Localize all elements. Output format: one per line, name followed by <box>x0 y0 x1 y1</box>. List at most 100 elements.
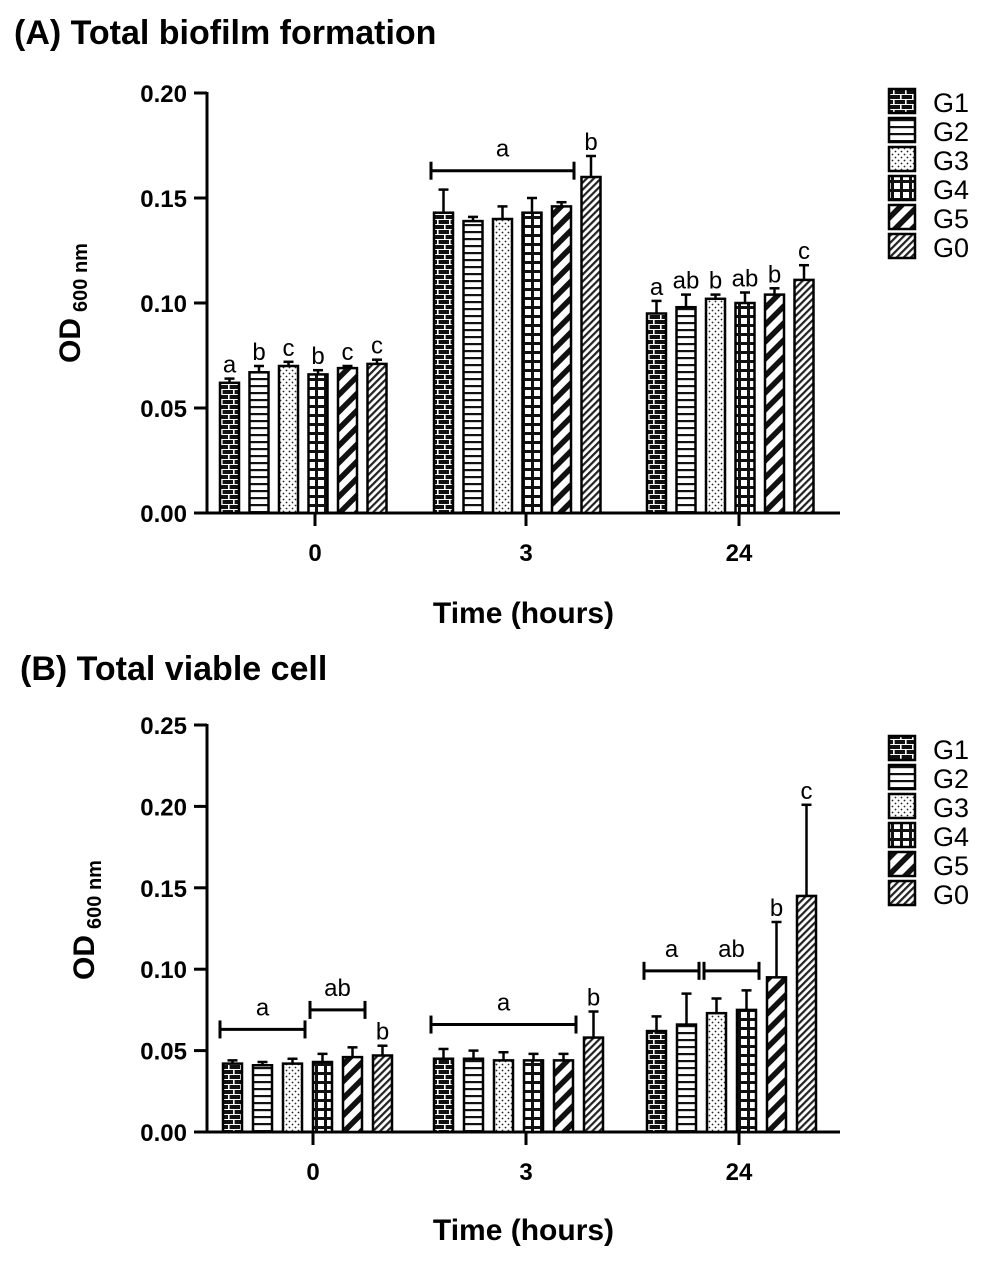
significance-label: a <box>496 136 510 163</box>
x-tick-label: 0 <box>308 540 321 567</box>
legend-label: G2 <box>933 764 969 794</box>
legend-label: G3 <box>933 146 969 176</box>
bar-g0 <box>582 1036 605 1134</box>
chart-panel-b: (B) Total viable cell 0.00 0.05 0.10 0.15 0.… <box>0 640 1000 1272</box>
legend-swatch-g0 <box>887 879 917 907</box>
legend-swatch-g4 <box>887 174 917 202</box>
significance-label: c <box>371 333 383 360</box>
bar-g1 <box>645 1029 668 1134</box>
y-tick-label: 0.05 <box>140 1039 187 1066</box>
legend-swatch-g3 <box>887 145 917 173</box>
y-tick-label: 0.20 <box>140 794 187 821</box>
significance-label: b <box>770 895 783 922</box>
y-tick-label: 0.10 <box>140 291 187 318</box>
legend-label: G0 <box>933 233 969 263</box>
bar-g5 <box>763 293 786 515</box>
bar-g3 <box>281 1062 304 1134</box>
bar-g4 <box>521 211 543 515</box>
y-tick-label: 0.10 <box>140 957 187 984</box>
bar-g0 <box>371 1054 394 1134</box>
x-tick-label: 24 <box>726 540 753 567</box>
y-axis-title: OD600 nm <box>68 860 106 980</box>
legend-label: G5 <box>933 204 969 234</box>
y-tick-label: 0.00 <box>140 1120 187 1147</box>
chart-title: (B) Total viable cell <box>20 650 328 688</box>
bar-g1 <box>218 381 241 515</box>
bar-g5 <box>552 1059 575 1134</box>
bar-g5 <box>341 1055 364 1134</box>
y-tick-label: 0.15 <box>140 876 187 903</box>
significance-label: c <box>798 238 810 265</box>
significance-label: a <box>223 352 237 379</box>
bar-g2 <box>675 1023 698 1134</box>
bar-g2 <box>248 371 270 515</box>
legend-label: G0 <box>933 880 969 910</box>
bar-g4 <box>307 373 329 515</box>
bar-g5 <box>550 205 573 515</box>
significance-label: b <box>311 343 324 370</box>
bar-chart-a: 0.00 0.05 0.10 0.15 0.20 0 3 24 Time (hours) OD60… <box>54 81 969 630</box>
bar-g4 <box>735 1008 758 1134</box>
legend-label: G2 <box>933 117 969 147</box>
legend-label: G5 <box>933 851 969 881</box>
bar-g2 <box>462 219 484 515</box>
bar-g5 <box>336 366 359 515</box>
legend-label: G1 <box>933 88 969 118</box>
significance-label: b <box>584 129 597 156</box>
y-axis-title: OD600 nm <box>54 243 92 363</box>
chart-title: (A) Total biofilm formation <box>14 14 437 52</box>
significance-label: c <box>342 339 354 366</box>
bar-g1 <box>221 1062 244 1134</box>
legend-swatch-g5 <box>887 850 917 878</box>
legend-swatch-g0 <box>887 232 917 260</box>
y-tick-label: 0.00 <box>140 501 187 528</box>
bar-g3 <box>704 297 727 515</box>
x-tick-label: 24 <box>726 1159 753 1186</box>
x-tick-label: 0 <box>306 1159 319 1186</box>
significance-label: ab <box>673 268 700 295</box>
legend-swatch-g3 <box>887 792 917 820</box>
significance-label: c <box>801 778 813 805</box>
y-tick-label: 0.15 <box>140 186 187 213</box>
bar-chart-b: 0.00 0.05 0.10 0.15 0.20 0.25 0 3 24 Time (hours)… <box>68 713 969 1247</box>
x-tick-label: 3 <box>519 1159 532 1186</box>
bar-g4 <box>734 301 756 515</box>
chart-panel-a: (A) Total biofilm formation 0.00 0.05 0.10… <box>14 14 969 630</box>
bar-g4 <box>311 1060 334 1134</box>
bar-g0 <box>580 175 602 515</box>
bar-g3 <box>492 1059 515 1134</box>
bar-g3 <box>277 364 300 515</box>
significance-label: ab <box>324 975 351 1002</box>
legend-swatch-g2 <box>887 116 917 144</box>
legend-label: G3 <box>933 793 969 823</box>
legend-swatch-g1 <box>887 734 917 762</box>
bar-g4 <box>522 1059 545 1134</box>
bar-g1 <box>645 312 668 515</box>
legend-swatch-g4 <box>887 821 917 849</box>
bar-g5 <box>765 976 788 1134</box>
bar-g1 <box>432 211 455 515</box>
significance-label: c <box>283 335 295 362</box>
legend-swatch-g1 <box>887 87 917 115</box>
significance-label: b <box>587 985 600 1012</box>
bar-g3 <box>705 1011 728 1134</box>
x-axis-title: Time (hours) <box>433 597 614 630</box>
significance-label: ab <box>732 266 759 293</box>
legend-swatch-g5 <box>887 203 917 231</box>
x-tick-label: 3 <box>519 540 532 567</box>
significance-label: ab <box>718 936 745 963</box>
bar-g2 <box>462 1057 485 1134</box>
bar-g3 <box>491 217 514 515</box>
bar-g0 <box>793 278 815 515</box>
legend-label: G4 <box>933 822 969 852</box>
significance-label: a <box>665 936 679 963</box>
significance-label: a <box>497 990 511 1017</box>
significance-label: b <box>252 339 265 366</box>
significance-label: b <box>768 261 781 288</box>
bar-g0 <box>795 894 818 1134</box>
legend-swatch-g2 <box>887 763 917 791</box>
bar-g0 <box>366 362 388 515</box>
significance-label: a <box>256 994 270 1021</box>
bar-g2 <box>675 305 697 515</box>
legend-label: G1 <box>933 735 969 765</box>
